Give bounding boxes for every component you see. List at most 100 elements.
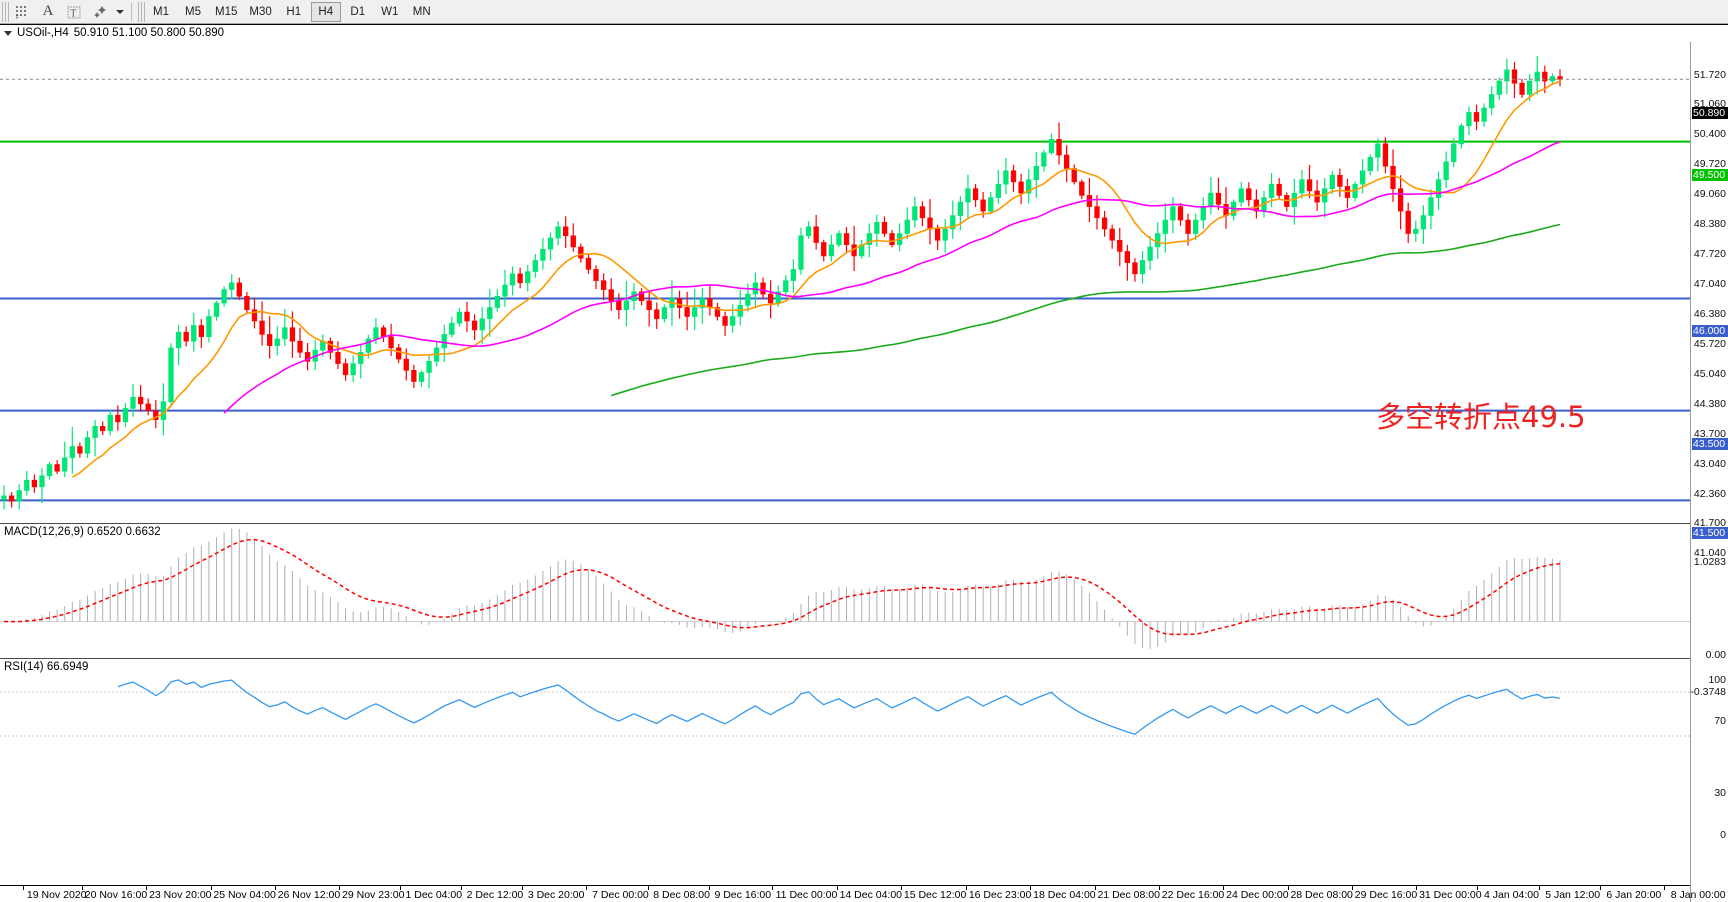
candle-body — [722, 316, 728, 326]
price-scale-tick: 41.700 — [1693, 517, 1726, 529]
time-axis-tick — [146, 886, 148, 890]
timeframe-h4[interactable]: H4 — [310, 1, 341, 22]
candle-body — [760, 282, 766, 295]
timeframe-m15[interactable]: M15 — [215, 5, 238, 18]
candle-body — [251, 309, 258, 322]
macd-pane[interactable]: MACD(12,26,9) 0.6520 0.6632 — [0, 523, 1690, 657]
candle-body — [62, 457, 68, 472]
candle-body — [373, 327, 379, 340]
candle-body — [927, 217, 933, 230]
rsi-pane[interactable]: RSI(14) 66.6949 — [0, 658, 1690, 769]
candle-body — [1063, 154, 1070, 169]
toolbar-grip-left[interactable] — [2, 1, 9, 22]
time-scale[interactable]: 19 Nov 2020 20 Nov 16:00 23 Nov 20:00 25 No… — [0, 885, 1726, 902]
candle-body — [1071, 168, 1077, 183]
crosshair-grid-icon[interactable]: F — [9, 1, 35, 23]
candle-body — [1185, 219, 1191, 234]
price-plot[interactable] — [0, 42, 1690, 521]
time-axis-tick — [1664, 886, 1666, 890]
candle-body — [411, 370, 417, 382]
time-axis-tick — [1030, 886, 1032, 890]
candle-body — [874, 221, 880, 234]
time-axis-tick — [1477, 886, 1479, 890]
candle-body — [1451, 143, 1457, 163]
symbol-info-bar: USOil-,H4 50.910 51.100 50.800 50.890 — [0, 25, 224, 41]
price-scale-tick: 44.380 — [1693, 398, 1726, 410]
toolbar-grip-timeframes[interactable] — [138, 1, 145, 22]
candle-body — [388, 336, 394, 349]
candle-body — [267, 334, 273, 346]
candle-body — [213, 302, 220, 317]
timeframe-mn[interactable]: MN — [412, 5, 431, 18]
candle-body — [889, 233, 895, 246]
macd-plot[interactable] — [0, 524, 1690, 657]
candle-body — [616, 300, 622, 311]
candle-body — [229, 282, 235, 290]
candle-body — [623, 300, 630, 311]
price-scale-tick: 47.040 — [1693, 278, 1726, 290]
shapes-objects-icon[interactable] — [87, 1, 113, 23]
candle-body — [578, 246, 584, 259]
time-axis-tick — [772, 886, 774, 890]
price-scale-tick: 100 — [1708, 674, 1726, 686]
rsi-plot[interactable] — [0, 659, 1690, 769]
price-scale-tick: 43.700 — [1693, 428, 1726, 440]
chart-annotation-text: 多空转折点49.5 — [1376, 400, 1586, 434]
time-axis-tick — [210, 886, 212, 890]
candle-body — [1542, 71, 1548, 82]
candle-body — [92, 426, 98, 438]
candle-body — [828, 244, 834, 257]
chevron-down-icon[interactable] — [113, 1, 127, 23]
time-axis-label: 31 Dec 00:00 — [1419, 889, 1482, 901]
time-axis-label: 21 Dec 08:00 — [1097, 889, 1160, 901]
text-label-icon[interactable]: A — [42, 3, 54, 19]
candle-body — [972, 188, 979, 201]
candle-body — [783, 280, 789, 293]
time-axis-label: 26 Nov 12:00 — [277, 889, 341, 901]
candle-body — [274, 338, 280, 346]
price-scale[interactable]: 51.720 51.060 50.890 50.400 49.720 49.500 49.0… — [1690, 42, 1728, 902]
candle-body — [654, 309, 660, 320]
candle-body — [1003, 170, 1009, 185]
candle-body — [1360, 170, 1366, 185]
candle-body — [1155, 233, 1161, 248]
candle-body — [1041, 152, 1047, 167]
time-axis-label: 1 Dec 04:00 — [405, 889, 463, 901]
candle-body — [1496, 80, 1502, 95]
timeframe-m30[interactable]: M30 — [249, 5, 272, 18]
timeframe-w1[interactable]: W1 — [381, 5, 399, 18]
symbol-dropdown-icon[interactable] — [4, 30, 12, 36]
price-scale-tick: 49.060 — [1693, 188, 1726, 200]
macd-indicator-label: MACD(12,26,9) 0.6520 0.6632 — [4, 526, 161, 538]
candle-body — [1139, 260, 1146, 275]
candle-body — [1101, 217, 1108, 230]
time-axis-label: 16 Dec 23:00 — [968, 889, 1032, 901]
candle-body — [426, 361, 432, 373]
candle-body — [912, 206, 918, 221]
timeframe-m1[interactable]: M1 — [153, 5, 169, 18]
candle-body — [836, 233, 842, 246]
time-axis-tick — [460, 886, 462, 890]
rsi-line — [117, 679, 1561, 736]
candle-body — [585, 257, 592, 270]
moving-average-mid — [223, 140, 1561, 414]
candle-body — [790, 269, 797, 281]
price-pane[interactable]: 多空转折点49.5 — [0, 42, 1690, 521]
time-axis-label: 4 Jan 04:00 — [1484, 889, 1539, 901]
timeframe-h1[interactable]: H1 — [286, 5, 302, 18]
candle-body — [1420, 215, 1427, 230]
time-axis-label: 23 Nov 20:00 — [149, 889, 212, 901]
candle-body — [843, 233, 850, 246]
candle-body — [130, 396, 136, 409]
candle-body — [737, 304, 743, 317]
text-box-icon[interactable]: T — [61, 1, 87, 23]
timeframe-m5[interactable]: M5 — [185, 5, 201, 18]
candle-body — [730, 316, 736, 326]
time-axis-tick — [1352, 886, 1353, 890]
candle-body — [16, 490, 22, 502]
candle-body — [1428, 197, 1434, 216]
timeframe-d1[interactable]: D1 — [350, 5, 366, 18]
candle-body — [547, 237, 554, 250]
time-axis-label: 11 Dec 00:00 — [775, 889, 838, 901]
candle-body — [525, 271, 531, 284]
